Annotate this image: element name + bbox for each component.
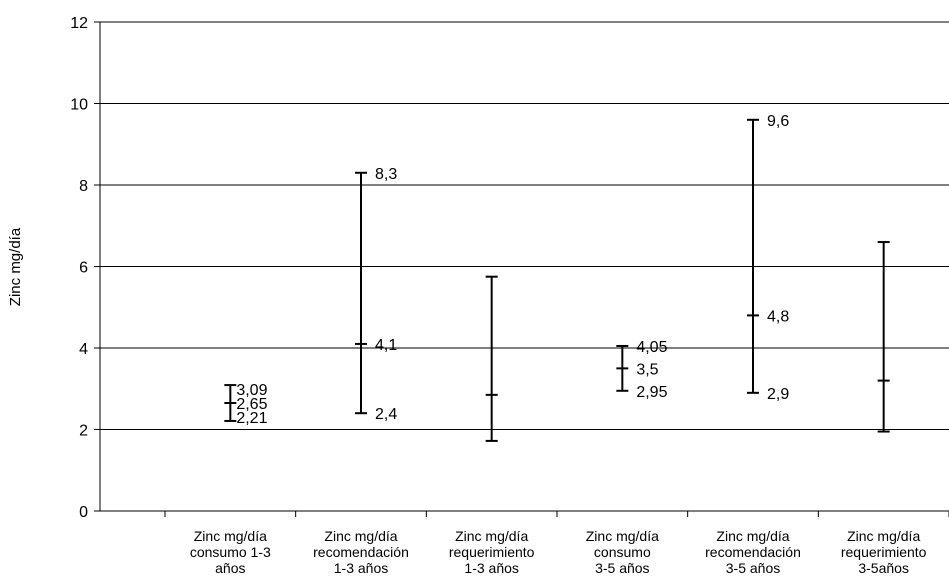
y-tick-label: 6	[79, 260, 88, 277]
y-tick-labels: 0 2 4 6 8 10 12	[70, 15, 88, 521]
high-value-label: 8,3	[375, 166, 397, 183]
x-category-label: Zinc mg/día requerimiento 3-5años	[841, 528, 927, 576]
mid-value-label: 4,1	[375, 337, 397, 354]
low-value-label: 2,4	[375, 406, 397, 423]
axes	[94, 21, 949, 517]
y-tick-label: 0	[79, 504, 88, 521]
low-value-label: 2,21	[236, 410, 267, 427]
mid-value-label: 2,65	[236, 396, 267, 413]
x-category-label: Zinc mg/día consumo 1-3 años	[190, 528, 271, 576]
x-category-labels: Zinc mg/día consumo 1-3 años Zinc mg/día rec…	[190, 528, 927, 576]
high-value-label: 9,6	[767, 113, 789, 130]
y-tick-label: 2	[79, 423, 88, 440]
x-category-label: Zinc mg/día consumo 3-5 años	[586, 528, 659, 576]
y-tick-label: 10	[70, 97, 88, 114]
high-value-label: 3,09	[236, 382, 267, 399]
low-value-label: 2,9	[767, 386, 789, 403]
mid-value-label: 4,8	[767, 308, 789, 325]
high-value-label: 4,05	[636, 339, 667, 356]
y-tick-label: 4	[79, 341, 88, 358]
y-tick-label: 8	[79, 178, 88, 195]
y-axis-label: Zinc mg/día	[7, 227, 24, 306]
mid-value-label: 3,5	[636, 361, 658, 378]
x-category-label: Zinc mg/día recomendación 1-3 años	[313, 528, 409, 576]
x-category-label: Zinc mg/día recomendación 3-5 años	[705, 528, 801, 576]
x-category-label: Zinc mg/día requerimiento 1-3 años	[449, 528, 535, 576]
low-value-label: 2,95	[636, 384, 667, 401]
range-marks: 3,092,652,21 8,3 4,1 2,4 4,05 3,5 2,95 9,6 4,8 2,…	[224, 113, 890, 442]
gridlines	[100, 21, 949, 430]
y-tick-label: 12	[70, 15, 88, 32]
